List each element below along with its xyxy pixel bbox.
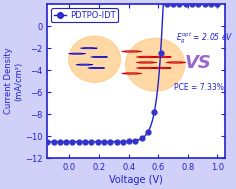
- Ellipse shape: [69, 36, 120, 82]
- Text: VS: VS: [185, 54, 212, 72]
- Legend: PDTPO-IDT: PDTPO-IDT: [51, 8, 118, 22]
- Text: $E_g^{opt}$ = 2.05 eV: $E_g^{opt}$ = 2.05 eV: [176, 30, 233, 46]
- Y-axis label: Current Density
(mA/cm²): Current Density (mA/cm²): [4, 48, 24, 115]
- X-axis label: Voltage (V): Voltage (V): [109, 175, 163, 185]
- Ellipse shape: [126, 38, 185, 91]
- Text: PCE = 7.33%: PCE = 7.33%: [174, 83, 224, 92]
